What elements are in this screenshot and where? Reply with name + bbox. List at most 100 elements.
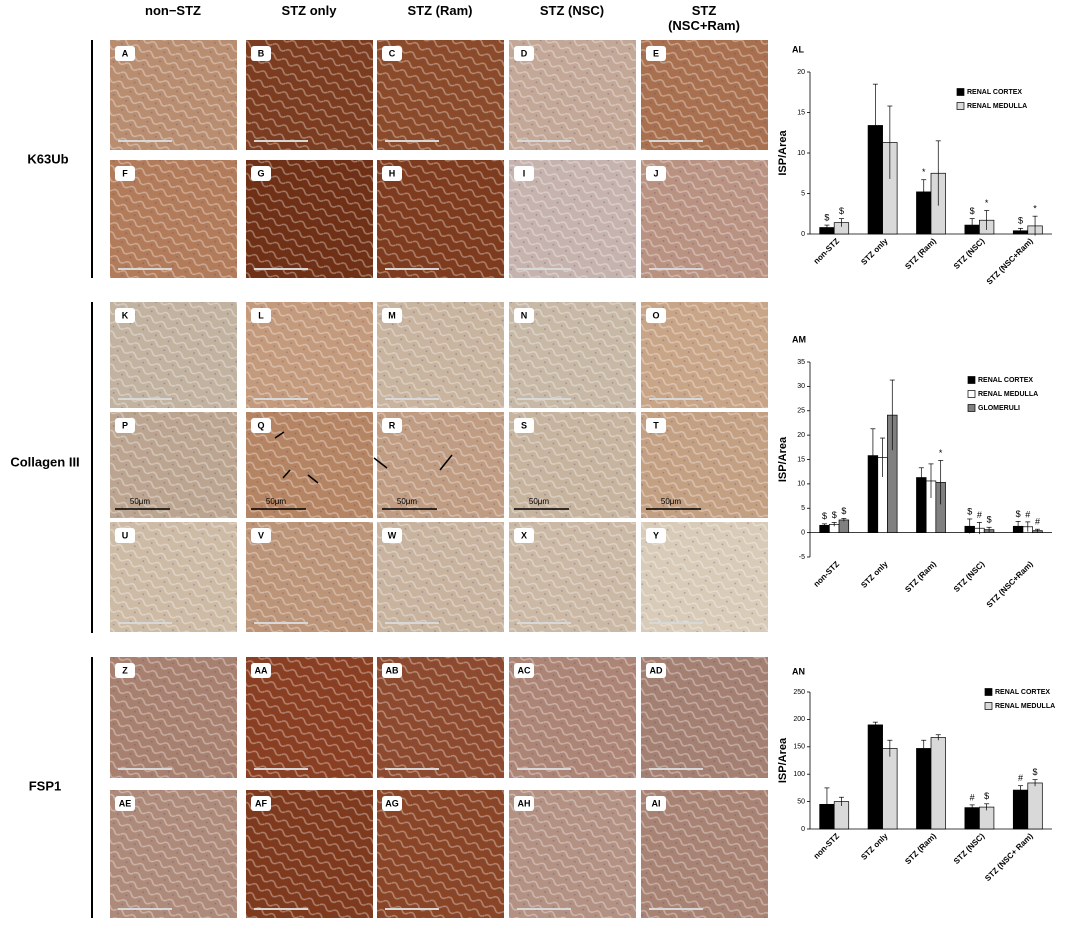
- legend-swatch: [984, 688, 993, 696]
- panel-letter-box: [646, 308, 666, 323]
- x-tick-label: non-STZ: [812, 236, 841, 265]
- bar: [867, 724, 883, 830]
- panel-label: AN: [792, 666, 805, 676]
- panel-letter: Q: [257, 420, 264, 430]
- bar: [964, 807, 980, 830]
- panel-letter: M: [388, 310, 396, 320]
- bar: [916, 748, 932, 830]
- panel-letter: C: [389, 48, 396, 58]
- panel-letter-box: [646, 663, 666, 678]
- panel-letter: X: [521, 530, 527, 540]
- y-tick-label: 30: [797, 383, 805, 390]
- panel-letter-box: [646, 46, 666, 61]
- y-tick-label: 20: [797, 69, 805, 76]
- panel-letter: K: [122, 310, 129, 320]
- panel-letter: AA: [255, 665, 268, 675]
- panel-letter-box: [514, 418, 534, 433]
- column-header: STZ (NSC): [539, 3, 605, 18]
- panel-letter-box: [382, 528, 402, 543]
- panel-letter-box: [115, 46, 135, 61]
- bar: [1012, 789, 1029, 830]
- panel-letter: H: [389, 168, 396, 178]
- panel-letter-box: [251, 166, 271, 181]
- significance-marker: $: [1033, 767, 1038, 777]
- row-label: Collagen III: [10, 454, 79, 469]
- panel-letter-box: [514, 528, 534, 543]
- significance-marker: *: [922, 167, 926, 177]
- y-tick-label: 0: [801, 826, 805, 833]
- x-tick-label: STZ only: [859, 831, 890, 862]
- panel-label: AL: [792, 44, 804, 54]
- significance-marker: $: [1018, 216, 1023, 226]
- micrograph-texture: [641, 790, 768, 918]
- micrograph-texture: [110, 790, 237, 918]
- panel-letter: AI: [652, 798, 661, 808]
- panel-letter-box: [646, 166, 666, 181]
- significance-marker: $: [1016, 509, 1021, 519]
- legend-swatch: [967, 404, 976, 412]
- legend-label: RENAL CORTEX: [978, 377, 1033, 384]
- panel-letter-box: [382, 308, 402, 323]
- significance-marker: $: [822, 511, 827, 521]
- legend-label: RENAL CORTEX: [995, 689, 1050, 696]
- panel-letter-box: [514, 46, 534, 61]
- bar: [979, 806, 995, 830]
- arrow: [282, 469, 291, 479]
- panel-letter-box: [251, 46, 271, 61]
- panel-letter: O: [652, 310, 659, 320]
- panel-letter-box: [115, 528, 135, 543]
- panel-letter-box: [115, 796, 135, 811]
- panel-letter-box: [382, 418, 402, 433]
- panel-letter-box: [251, 418, 271, 433]
- legend-label: RENAL CORTEX: [967, 89, 1022, 96]
- panel-letter: AG: [385, 798, 399, 808]
- panel-letter-box: [514, 796, 534, 811]
- panel-letter-box: [382, 166, 402, 181]
- panel-letter-box: [251, 528, 271, 543]
- y-tick-label: 5: [801, 505, 805, 512]
- column-header: STZ only: [281, 3, 337, 18]
- significance-marker: $: [832, 510, 837, 520]
- legend-swatch: [967, 390, 976, 398]
- scale-label: 50μm: [661, 497, 682, 506]
- x-tick-label: STZ (NSC): [952, 559, 987, 594]
- panel-letter-box: [514, 308, 534, 323]
- y-tick-label: 15: [797, 456, 805, 463]
- panel-letter: T: [653, 420, 659, 430]
- significance-marker: $: [839, 206, 844, 216]
- y-tick-label: 100: [793, 771, 805, 778]
- x-tick-label: STZ (Ram): [903, 559, 938, 594]
- bar: [882, 748, 898, 830]
- bar: [838, 519, 850, 533]
- micrograph-texture: [377, 790, 504, 918]
- significance-marker: #: [977, 510, 982, 520]
- panel-letter: AC: [518, 665, 531, 675]
- legend-swatch: [956, 88, 965, 96]
- y-axis-label: ISP/Area: [777, 129, 789, 175]
- panel-letter: G: [257, 168, 264, 178]
- legend-label: GLOMERULI: [978, 405, 1020, 412]
- panel-letter-box: [251, 796, 271, 811]
- panel-letter-box: [646, 418, 666, 433]
- panel-letter-box: [251, 308, 271, 323]
- significance-marker: *: [1033, 204, 1037, 214]
- panel-letter: W: [388, 530, 397, 540]
- panel-letter: Y: [653, 530, 659, 540]
- panel-letter: P: [122, 420, 128, 430]
- panel-letter: R: [389, 420, 396, 430]
- bar: [1027, 782, 1043, 830]
- legend-label: RENAL MEDULLA: [967, 103, 1027, 110]
- legend-label: RENAL MEDULLA: [978, 391, 1038, 398]
- panel-letter: S: [521, 420, 527, 430]
- panel-letter: AF: [255, 798, 267, 808]
- panel-letter: AD: [650, 665, 663, 675]
- panel-letter: AB: [386, 665, 399, 675]
- y-tick-label: 150: [793, 744, 805, 751]
- significance-marker: #: [1018, 773, 1023, 783]
- panel-letter-box: [646, 796, 666, 811]
- y-tick-label: 35: [797, 359, 805, 366]
- panel-letter: E: [653, 48, 659, 58]
- significance-marker: $: [824, 212, 829, 222]
- panel-letter-box: [382, 796, 402, 811]
